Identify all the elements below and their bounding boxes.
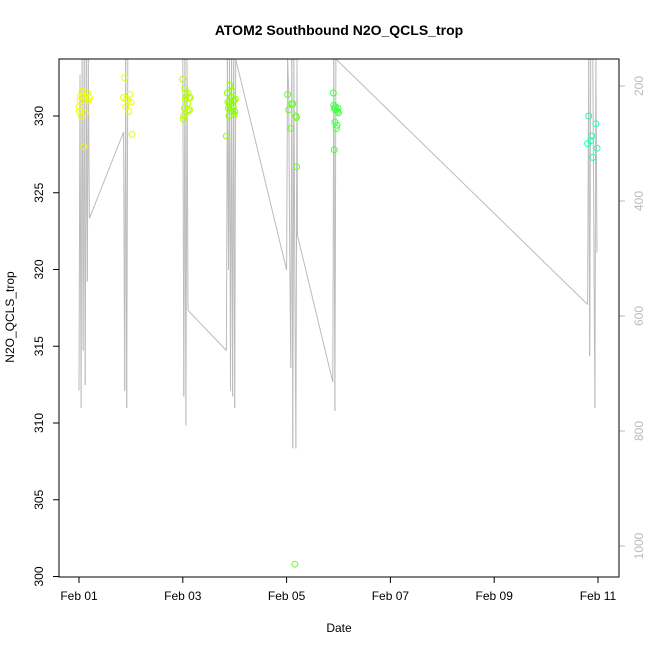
altitude-track-segment <box>335 58 588 305</box>
data-point <box>125 107 133 115</box>
plot-frame <box>58 58 620 578</box>
x-axis-label: Date <box>326 621 352 635</box>
data-point <box>227 97 234 105</box>
data-point <box>186 94 194 102</box>
data-point <box>81 109 89 117</box>
y-tick-label: 310 <box>32 413 46 433</box>
data-point <box>592 120 600 128</box>
data-point <box>230 97 238 105</box>
data-point <box>333 121 341 129</box>
altitude-track-segment <box>286 58 289 271</box>
chart-title: ATOM2 Southbound N2O_QCLS_trop <box>215 22 463 38</box>
x-tick-label: Feb 01 <box>60 589 98 603</box>
x-tick-label: Feb 05 <box>268 589 306 603</box>
data-point <box>589 153 597 161</box>
data-point <box>231 107 239 115</box>
data-point <box>332 124 340 132</box>
altitude-track-segment <box>187 309 227 351</box>
x-tick-label: Feb 03 <box>164 589 202 603</box>
altitude-track-segment <box>595 58 598 253</box>
data-point <box>285 106 293 114</box>
altitude-track-segment <box>592 58 596 409</box>
data-point <box>121 74 129 82</box>
altitude-track-segment <box>126 58 129 409</box>
altitude-track-segment <box>296 58 298 236</box>
y-tick-label: 300 <box>32 566 46 586</box>
data-point <box>330 146 338 154</box>
data-points-layer <box>75 74 601 568</box>
y-tick-label: 305 <box>32 489 46 509</box>
data-point <box>287 124 295 132</box>
data-point <box>293 163 300 171</box>
altitude-track-segment <box>589 58 592 357</box>
data-point <box>593 144 601 152</box>
data-point <box>588 132 596 140</box>
data-point <box>222 132 230 140</box>
data-point <box>231 95 239 103</box>
altitude-track-segment <box>235 58 288 271</box>
altitude-track-segment <box>88 131 125 219</box>
data-point <box>84 97 92 105</box>
altitude-track-segment <box>288 91 291 253</box>
data-point <box>186 106 193 114</box>
data-point <box>180 112 188 120</box>
y-tick-label: 320 <box>32 259 46 279</box>
altitude-track-segment <box>287 58 290 92</box>
data-point <box>179 75 187 83</box>
data-point <box>335 109 342 117</box>
data-point <box>284 91 292 98</box>
altitude-track-layer <box>78 58 598 449</box>
data-point <box>179 115 187 123</box>
altitude-track-segment <box>334 58 337 411</box>
altitude-track-segment <box>87 58 90 219</box>
y-tick-label: 315 <box>32 336 46 356</box>
data-point <box>85 94 93 102</box>
altitude-track-segment <box>293 58 296 288</box>
data-point <box>127 98 135 106</box>
x-tick-label: Feb 09 <box>476 589 514 603</box>
y2-tick-label: 600 <box>632 306 646 326</box>
data-point <box>334 104 342 112</box>
data-point <box>329 89 337 97</box>
data-point <box>226 81 234 89</box>
data-point <box>76 97 84 105</box>
data-point <box>126 91 134 98</box>
altitude-track-segment <box>297 235 334 383</box>
data-point <box>587 137 595 145</box>
x-tick-label: Feb 07 <box>372 589 410 603</box>
y2-tick-label: 1000 <box>632 532 646 559</box>
x-tick-label: Feb 11 <box>580 589 617 603</box>
data-point <box>291 560 299 568</box>
data-point <box>230 111 238 118</box>
data-point <box>289 100 297 108</box>
data-point <box>293 114 300 121</box>
data-point <box>229 87 237 95</box>
y2-tick-label: 400 <box>632 191 646 211</box>
y-tick-label: 330 <box>32 106 46 126</box>
data-point <box>80 143 88 151</box>
y-tick-label: 325 <box>32 182 46 202</box>
data-point <box>334 107 341 115</box>
data-point <box>128 130 136 138</box>
y-axis-label: N2O_QCLS_trop <box>3 271 17 363</box>
data-point <box>585 112 593 120</box>
y2-tick-label: 800 <box>632 421 646 441</box>
y2-tick-label: 200 <box>632 76 646 96</box>
